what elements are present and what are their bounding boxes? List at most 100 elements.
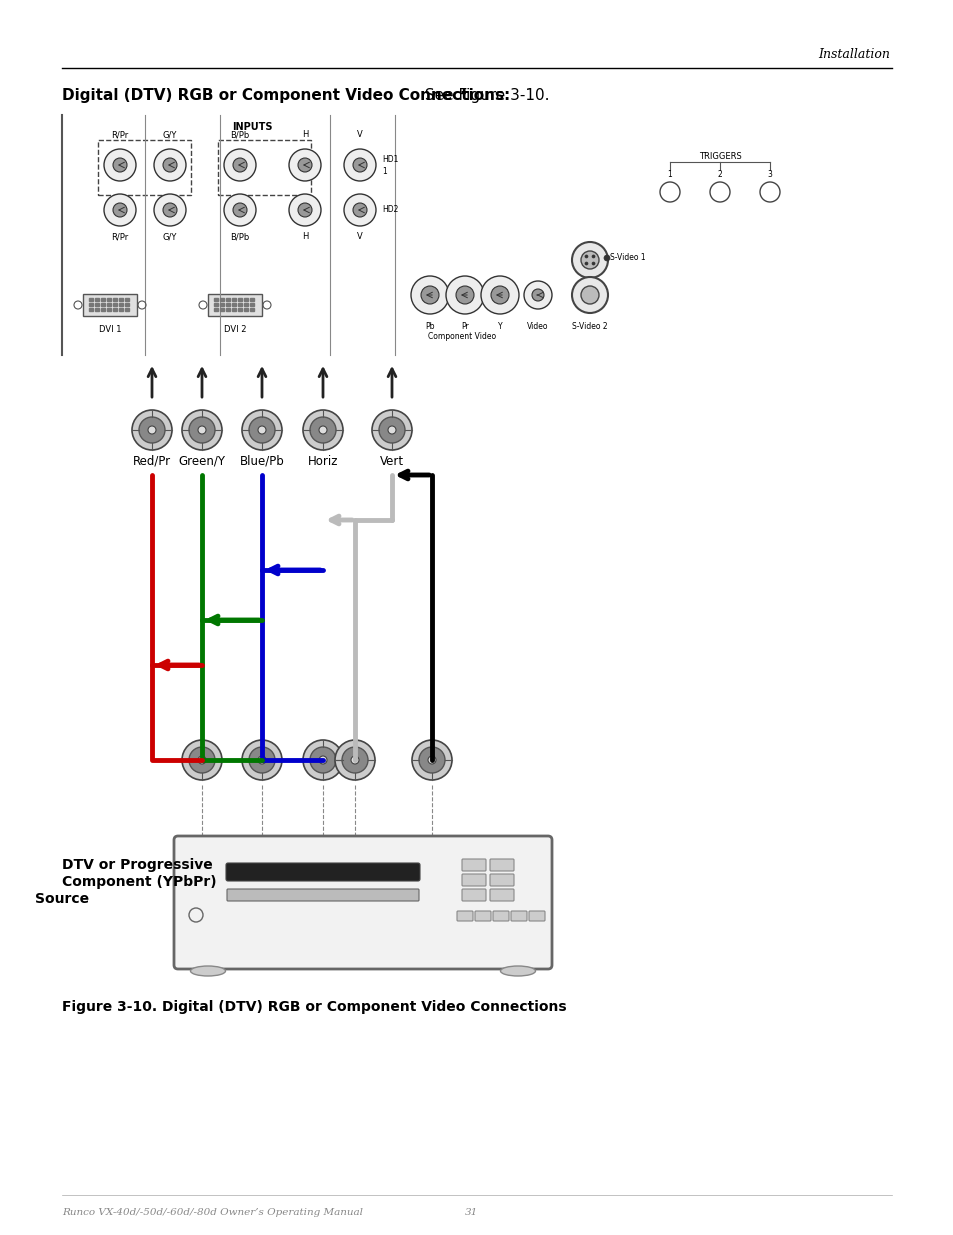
- Text: Component (YPbPr): Component (YPbPr): [62, 876, 216, 889]
- Circle shape: [318, 756, 327, 764]
- Text: Pr: Pr: [460, 322, 468, 331]
- Bar: [125, 298, 129, 301]
- FancyBboxPatch shape: [226, 863, 419, 881]
- Bar: [107, 308, 111, 311]
- Circle shape: [584, 254, 587, 258]
- FancyBboxPatch shape: [461, 889, 485, 902]
- Circle shape: [580, 287, 598, 304]
- Circle shape: [233, 203, 247, 217]
- Circle shape: [233, 158, 247, 172]
- Circle shape: [592, 262, 595, 266]
- Text: R/Pr: R/Pr: [112, 130, 129, 140]
- Circle shape: [523, 282, 552, 309]
- Circle shape: [104, 149, 136, 182]
- Text: Source: Source: [35, 892, 89, 906]
- FancyBboxPatch shape: [529, 911, 544, 921]
- Circle shape: [189, 747, 214, 773]
- Bar: [112, 303, 117, 306]
- Text: HD1: HD1: [381, 156, 398, 164]
- Circle shape: [163, 158, 177, 172]
- Circle shape: [153, 194, 186, 226]
- Bar: [213, 308, 218, 311]
- Ellipse shape: [500, 966, 535, 976]
- Bar: [244, 298, 248, 301]
- Circle shape: [378, 417, 405, 443]
- FancyBboxPatch shape: [511, 911, 526, 921]
- FancyBboxPatch shape: [173, 836, 552, 969]
- Text: Blue/Pb: Blue/Pb: [239, 454, 284, 468]
- FancyBboxPatch shape: [461, 874, 485, 885]
- Text: Horiz: Horiz: [308, 454, 338, 468]
- Ellipse shape: [191, 966, 225, 976]
- FancyBboxPatch shape: [490, 889, 514, 902]
- Text: INPUTS: INPUTS: [232, 122, 272, 132]
- Circle shape: [353, 203, 367, 217]
- Circle shape: [491, 287, 509, 304]
- Circle shape: [480, 275, 518, 314]
- Bar: [220, 308, 224, 311]
- Circle shape: [411, 275, 449, 314]
- Bar: [226, 298, 230, 301]
- Text: 2: 2: [717, 170, 721, 179]
- Circle shape: [572, 277, 607, 312]
- Circle shape: [182, 410, 222, 450]
- Circle shape: [353, 158, 367, 172]
- Text: Vert: Vert: [379, 454, 404, 468]
- Circle shape: [153, 149, 186, 182]
- Circle shape: [132, 410, 172, 450]
- Circle shape: [428, 756, 436, 764]
- FancyBboxPatch shape: [456, 911, 473, 921]
- Circle shape: [592, 254, 595, 258]
- Bar: [244, 303, 248, 306]
- Text: 1: 1: [381, 168, 386, 177]
- Bar: [237, 303, 242, 306]
- Bar: [125, 303, 129, 306]
- Circle shape: [372, 410, 412, 450]
- Bar: [95, 303, 99, 306]
- Bar: [89, 298, 92, 301]
- Circle shape: [318, 426, 327, 433]
- Text: Runco VX-40d/-50d/-60d/-80d Owner’s Operating Manual: Runco VX-40d/-50d/-60d/-80d Owner’s Oper…: [62, 1208, 363, 1216]
- FancyBboxPatch shape: [83, 294, 137, 316]
- Circle shape: [310, 747, 335, 773]
- Bar: [244, 308, 248, 311]
- Bar: [237, 308, 242, 311]
- Circle shape: [580, 251, 598, 269]
- Bar: [95, 298, 99, 301]
- FancyBboxPatch shape: [490, 860, 514, 871]
- Bar: [119, 303, 123, 306]
- FancyBboxPatch shape: [208, 294, 262, 316]
- Text: Video: Video: [527, 322, 548, 331]
- Text: Pb: Pb: [425, 322, 435, 331]
- Bar: [95, 308, 99, 311]
- Text: 31: 31: [464, 1208, 477, 1216]
- Text: DVI 1: DVI 1: [99, 325, 121, 333]
- Text: Y: Y: [497, 322, 502, 331]
- Circle shape: [456, 287, 474, 304]
- Text: See Figure 3-10.: See Figure 3-10.: [419, 88, 549, 103]
- Text: R/Pr: R/Pr: [112, 232, 129, 241]
- Circle shape: [418, 747, 444, 773]
- Bar: [232, 298, 235, 301]
- Bar: [220, 298, 224, 301]
- Text: Green/Y: Green/Y: [178, 454, 225, 468]
- Bar: [250, 308, 253, 311]
- Circle shape: [341, 747, 368, 773]
- Text: DTV or Progressive: DTV or Progressive: [62, 858, 213, 872]
- Circle shape: [148, 426, 156, 433]
- Text: Figure 3-10. Digital (DTV) RGB or Component Video Connections: Figure 3-10. Digital (DTV) RGB or Compon…: [62, 1000, 566, 1014]
- Bar: [213, 298, 218, 301]
- Text: Digital (DTV) RGB or Component Video Connections:: Digital (DTV) RGB or Component Video Con…: [62, 88, 510, 103]
- Circle shape: [446, 275, 483, 314]
- Bar: [232, 303, 235, 306]
- Bar: [89, 308, 92, 311]
- FancyBboxPatch shape: [493, 911, 509, 921]
- Circle shape: [198, 756, 206, 764]
- Circle shape: [224, 149, 255, 182]
- Bar: [119, 308, 123, 311]
- Circle shape: [344, 149, 375, 182]
- Circle shape: [249, 417, 274, 443]
- Text: H: H: [301, 130, 308, 140]
- Bar: [226, 308, 230, 311]
- Circle shape: [603, 254, 609, 261]
